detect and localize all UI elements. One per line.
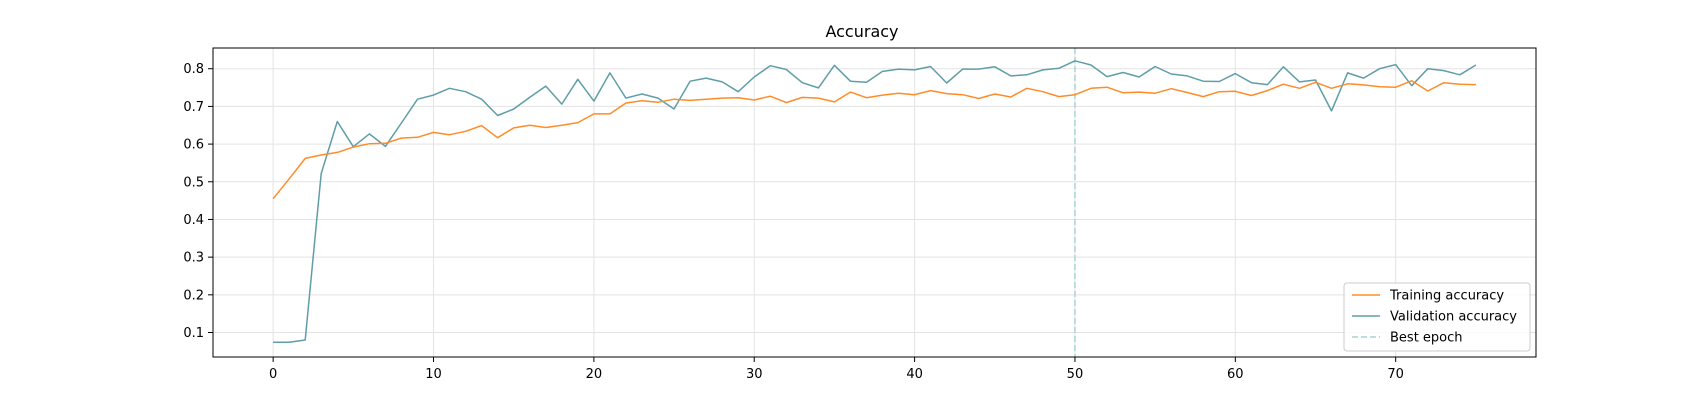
y-tick-label: 0.8 [183, 62, 204, 77]
x-axis: 0 10 20 30 40 50 60 70 [269, 357, 1404, 382]
legend-label-validation: Validation accuracy [1390, 310, 1517, 325]
chart-title: Accuracy [825, 22, 898, 41]
x-tick-label: 20 [586, 367, 603, 382]
y-tick-label: 0.2 [183, 288, 204, 303]
training-accuracy-line [272, 80, 1476, 200]
y-tick-label: 0.5 [183, 175, 204, 190]
legend-label-training: Training accuracy [1389, 289, 1504, 304]
x-tick-label: 70 [1387, 367, 1404, 382]
y-tick-label: 0.4 [183, 213, 204, 228]
y-tick-label: 0.7 [183, 100, 204, 115]
grid-lines [213, 48, 1536, 357]
x-tick-label: 50 [1067, 367, 1084, 382]
x-tick-label: 0 [269, 367, 277, 382]
legend-box [1343, 282, 1531, 352]
x-tick-label: 30 [746, 367, 763, 382]
y-tick-label: 0.3 [183, 251, 204, 266]
x-tick-label: 60 [1227, 367, 1244, 382]
series-layer [272, 60, 1477, 344]
x-tick-label: 40 [906, 367, 923, 382]
x-tick-label: 10 [425, 367, 442, 382]
legend: Training accuracy Validation accuracy Best… [1343, 282, 1531, 352]
legend-label-best_epoch: Best epoch [1390, 331, 1463, 346]
y-tick-label: 0.1 [183, 326, 204, 341]
validation-accuracy-line [273, 60, 1477, 344]
plot-frame [212, 47, 1537, 358]
y-axis: 0.1 0.2 0.3 0.4 0.5 0.6 0.7 0.8 [183, 62, 213, 341]
y-tick-label: 0.6 [183, 138, 204, 153]
